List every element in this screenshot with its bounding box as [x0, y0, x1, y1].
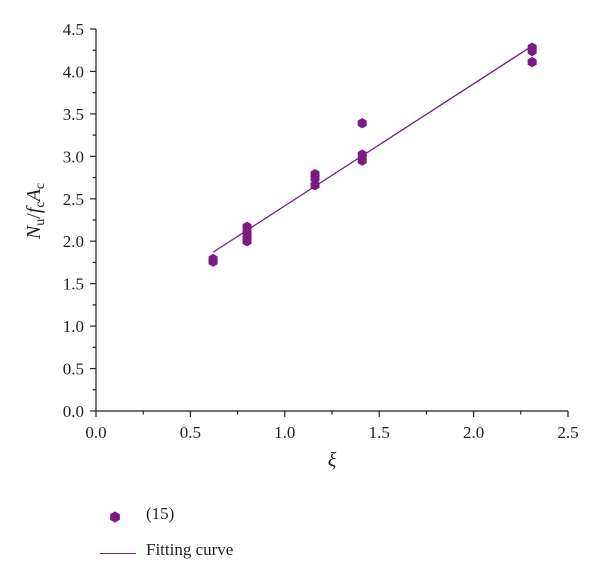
- legend-label-points: (15): [146, 504, 175, 523]
- legend-item-points: (15): [100, 500, 360, 536]
- y-axis-title-sub-u: u: [33, 219, 48, 226]
- y-ticks: 0.0 0.5 1.0 1.5 2.0 2.5 3.0 3.5 4.0 4.5: [63, 20, 96, 421]
- y-tick-label: 0.0: [63, 402, 84, 421]
- data-point: [310, 168, 320, 180]
- data-point: [357, 118, 367, 129]
- y-tick-label: 3.5: [63, 105, 84, 124]
- y-tick-label: 3.0: [63, 147, 84, 166]
- x-tick-label: 2.0: [463, 423, 484, 442]
- x-ticks: 0.0 0.5 1.0 1.5 2.0 2.5: [85, 411, 579, 442]
- data-point: [242, 221, 252, 232]
- y-axis-title-f: f: [23, 205, 45, 213]
- fitting-curve-line: [212, 45, 533, 253]
- y-axis-title: Nu/fcAc: [23, 183, 48, 240]
- x-tick-label: 1.0: [274, 423, 295, 442]
- y-axis-title-slash: /: [23, 213, 45, 219]
- legend-label-fit: Fitting curve: [146, 540, 234, 559]
- x-tick-label: 2.5: [557, 423, 578, 442]
- fitting-curve-layer: [212, 45, 533, 253]
- y-tick-label: 2.5: [63, 190, 84, 209]
- data-point: [357, 149, 367, 160]
- legend-item-fit: Fitting curve: [100, 536, 360, 572]
- axes: [95, 29, 568, 412]
- data-points-layer: [208, 42, 537, 267]
- line-marker-icon: [100, 553, 136, 554]
- y-tick-label: 0.5: [63, 360, 84, 379]
- chart-svg: 0.0 0.5 1.0 1.5 2.0 2.5 0.0 0.5 1.0 1.5 2.0 2.5 3.0…: [23, 20, 579, 471]
- y-tick-label: 4.0: [63, 62, 84, 81]
- x-tick-label: 1.5: [369, 423, 390, 442]
- y-tick-label: 4.5: [63, 20, 84, 39]
- y-axis-title-a: A: [23, 188, 45, 203]
- data-point: [208, 253, 218, 265]
- legend: (15) Fitting curve: [100, 500, 360, 572]
- x-tick-label: 0.5: [180, 423, 201, 442]
- data-point: [527, 56, 537, 68]
- y-axis-title-sub-c2: c: [33, 183, 48, 189]
- x-tick-label: 0.0: [85, 423, 106, 442]
- y-axis-title-sub-c1: c: [33, 201, 48, 207]
- y-tick-label: 2.0: [63, 232, 84, 251]
- data-point: [310, 180, 320, 191]
- x-axis-title: ξ: [328, 449, 337, 471]
- y-tick-label: 1.5: [63, 275, 84, 294]
- y-tick-label: 1.0: [63, 317, 84, 336]
- data-point: [527, 42, 537, 53]
- y-axis-title-n: N: [23, 224, 45, 240]
- hexagon-marker-icon: [110, 511, 120, 523]
